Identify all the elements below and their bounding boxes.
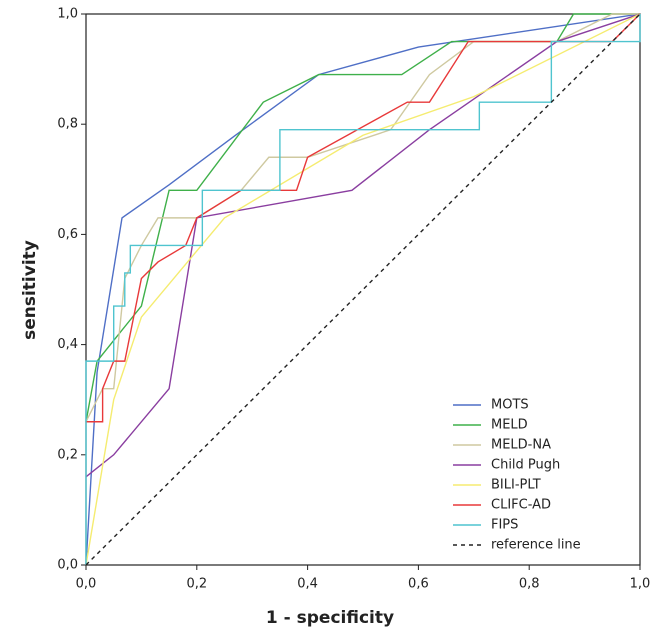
legend-label: MELD — [491, 418, 528, 433]
x-tick-label: 0,4 — [297, 577, 318, 592]
x-tick-label: 0,8 — [519, 577, 540, 592]
roc-line — [86, 13, 641, 423]
roc-line — [85, 13, 641, 566]
legend-label: CLIFC-AD — [491, 498, 551, 513]
x-tick-label: 0,0 — [76, 577, 97, 592]
x-tick-label: 1,0 — [630, 577, 651, 592]
legend-label: Child Pugh — [491, 458, 560, 473]
legend-label: MELD-NA — [491, 438, 551, 453]
legend-label: BILI-PLT — [491, 478, 541, 493]
legend-label: FIPS — [491, 518, 518, 533]
y-tick-label: 0,8 — [57, 117, 78, 132]
roc-line — [85, 13, 641, 566]
roc-line — [85, 13, 641, 566]
legend-label: reference line — [491, 538, 581, 553]
y-tick-label: 1,0 — [57, 7, 78, 22]
roc-line — [85, 13, 641, 478]
roc-line — [85, 14, 641, 565]
x-tick-label: 0,2 — [186, 577, 207, 592]
y-tick-label: 0,6 — [57, 227, 78, 242]
x-tick-label: 0,6 — [408, 577, 429, 592]
plot-frame — [85, 13, 641, 566]
legend-label: MOTS — [491, 398, 529, 413]
y-tick-label: 0,4 — [57, 337, 78, 352]
x-axis-title: 1 - specificity — [266, 608, 394, 628]
y-axis-title: sensitivity — [20, 240, 40, 340]
y-tick-label: 0,0 — [57, 558, 78, 573]
y-tick-label: 0,2 — [57, 447, 78, 462]
